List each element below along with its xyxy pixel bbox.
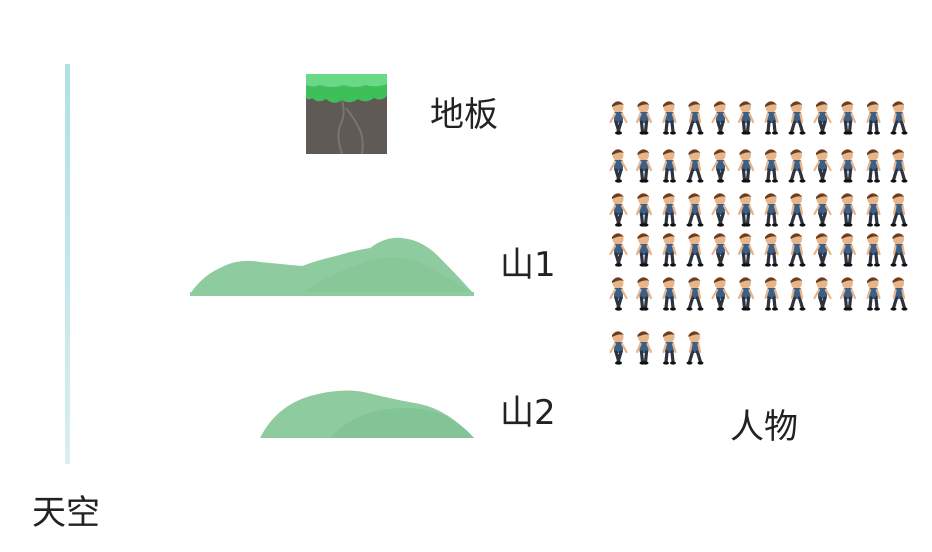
character-frame-icon — [662, 149, 677, 183]
character-frame-icon — [839, 277, 857, 311]
character-frame-icon — [839, 193, 857, 227]
mountain-2-icon — [260, 390, 474, 438]
character-frame-icon — [839, 233, 857, 267]
character-frame-icon — [737, 277, 755, 311]
character-frame-icon — [609, 149, 628, 183]
character-frame-icon — [635, 101, 653, 135]
character-frame-icon — [711, 233, 730, 267]
character-frame-icon — [866, 233, 881, 267]
character-frame-icon — [890, 233, 908, 267]
character-frame-icon — [662, 193, 677, 227]
character-frame-icon — [764, 101, 779, 135]
character-frame-icon — [813, 101, 832, 135]
character-frame-icon — [737, 233, 755, 267]
character-frame-icon — [686, 101, 704, 135]
character-frame-icon — [788, 149, 806, 183]
character-frame-icon — [737, 149, 755, 183]
character-frame-icon — [662, 277, 677, 311]
character-frame-icon — [686, 149, 704, 183]
character-frame-icon — [866, 193, 881, 227]
character-frame-icon — [635, 149, 653, 183]
character-frame-icon — [609, 233, 628, 267]
mountain-1-icon — [190, 237, 474, 296]
character-frame-icon — [890, 149, 908, 183]
character-frame-icon — [890, 277, 908, 311]
character-frame-icon — [890, 193, 908, 227]
character-frame-icon — [609, 101, 628, 135]
character-frame-icon — [764, 277, 779, 311]
character-frame-icon — [764, 233, 779, 267]
character-frame-icon — [813, 149, 832, 183]
character-frame-icon — [711, 149, 730, 183]
character-frame-icon — [711, 193, 730, 227]
character-frame-icon — [635, 331, 653, 365]
mountain-2-label: 山2 — [500, 393, 556, 433]
character-frame-icon — [686, 233, 704, 267]
character-frame-icon — [686, 193, 704, 227]
character-frame-icon — [609, 193, 628, 227]
sky-label: 天空 — [32, 493, 100, 533]
character-frame-icon — [813, 193, 832, 227]
character-frame-icon — [686, 277, 704, 311]
character-frame-icon — [839, 101, 857, 135]
character-frame-icon — [662, 233, 677, 267]
character-frame-icon — [635, 233, 653, 267]
character-frame-icon — [737, 193, 755, 227]
mountain-1-label: 山1 — [500, 245, 556, 285]
character-frame-icon — [890, 101, 908, 135]
character-frame-icon — [764, 193, 779, 227]
character-frame-icon — [686, 331, 704, 365]
character-frame-icon — [866, 101, 881, 135]
character-frame-icon — [635, 193, 653, 227]
character-frame-icon — [764, 149, 779, 183]
floor-label: 地板 — [430, 95, 498, 135]
character-frame-icon — [609, 277, 628, 311]
character-frame-icon — [788, 193, 806, 227]
character-frame-icon — [788, 277, 806, 311]
character-frame-icon — [662, 101, 677, 135]
character-frame-icon — [737, 101, 755, 135]
character-frame-icon — [813, 233, 832, 267]
character-frame-icon — [635, 277, 653, 311]
character-frame-icon — [609, 331, 628, 365]
character-frame-icon — [662, 331, 677, 365]
character-frame-icon — [788, 101, 806, 135]
character-sprite-sheet — [609, 101, 908, 365]
sky-bar — [65, 64, 70, 464]
floor-tile-icon — [306, 74, 387, 154]
character-frame-icon — [866, 277, 881, 311]
character-frame-icon — [813, 277, 832, 311]
character-label: 人物 — [730, 407, 798, 447]
character-frame-icon — [866, 149, 881, 183]
character-frame-icon — [839, 149, 857, 183]
character-frame-icon — [711, 101, 730, 135]
character-frame-icon — [711, 277, 730, 311]
character-frame-icon — [788, 233, 806, 267]
